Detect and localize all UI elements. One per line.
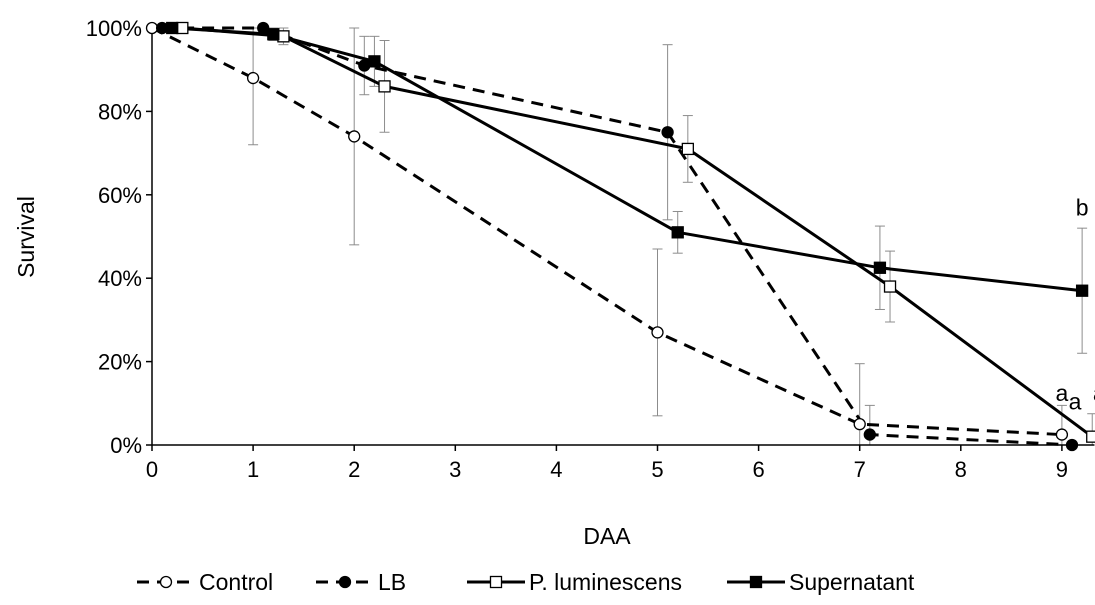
y-tick-label: 40% — [98, 266, 142, 291]
y-tick-label: 80% — [98, 99, 142, 124]
legend-label-supernatant: Supernatant — [789, 569, 915, 595]
supernatant-point — [1075, 284, 1089, 297]
control-point — [348, 130, 361, 143]
supernatant-point — [368, 55, 381, 68]
x-tick-label: 7 — [854, 457, 866, 482]
control-point — [853, 417, 866, 431]
legend-label-p-luminescens: P. luminescens — [529, 569, 682, 595]
y-tick-label: 20% — [98, 350, 142, 375]
x-tick-label: 6 — [752, 457, 764, 482]
legend-marker-lb — [338, 575, 352, 589]
series-markers — [145, 21, 1095, 452]
y-axis-title: Survival — [13, 196, 39, 278]
x-tick-label: 0 — [146, 457, 158, 482]
significance-letter: b — [1076, 195, 1089, 221]
p-luminescens-line — [182, 26, 1094, 438]
lb-point — [257, 21, 270, 35]
control-point — [246, 71, 260, 85]
x-tick-label: 9 — [1056, 457, 1068, 482]
significance-letter: a — [1093, 380, 1095, 406]
control-point — [1055, 428, 1069, 441]
x-tick-label: 2 — [348, 457, 360, 482]
p-luminescens-point — [681, 142, 694, 156]
error-bars — [248, 27, 1095, 446]
supernatant-point — [267, 28, 280, 41]
lb-point — [863, 428, 876, 441]
supernatant-point — [873, 261, 887, 274]
control-line — [151, 26, 1062, 437]
supernatant-point — [166, 21, 179, 35]
control-point — [651, 326, 664, 339]
significance-annotations: b aaa — [1056, 195, 1095, 415]
x-tick-label: 1 — [247, 457, 259, 482]
lb-point — [1065, 438, 1079, 452]
significance-letter: a — [1069, 389, 1082, 415]
series-lines — [151, 26, 1094, 447]
legend-marker-supernatant — [749, 575, 763, 589]
axes: 0% 20% 40% 60% 80% 100% 0 1 2 3 4 5 6 7 8 9 — [86, 16, 1095, 482]
x-tick-label: 5 — [651, 457, 663, 482]
legend-label-lb: LB — [378, 569, 406, 595]
lb-point — [661, 126, 674, 139]
p-luminescens-point — [378, 80, 391, 93]
p-luminescens-point — [1086, 430, 1095, 443]
legend-marker-p-luminescens — [489, 575, 503, 589]
x-tick-label: 4 — [550, 457, 562, 482]
p-luminescens-point — [277, 30, 290, 43]
significance-letter: a — [1056, 380, 1069, 406]
y-tick-label: 60% — [98, 183, 142, 208]
x-axis-title: DAA — [583, 523, 631, 549]
control-point — [145, 21, 159, 35]
lb-line — [162, 26, 1073, 447]
legend-marker-control — [159, 575, 173, 589]
p-luminescens-point — [176, 21, 189, 35]
supernatant-point — [671, 226, 684, 239]
x-tick-label: 8 — [955, 457, 967, 482]
lb-point — [155, 21, 169, 35]
p-luminescens-point — [883, 280, 897, 293]
y-tick-label: 0% — [110, 433, 142, 458]
legend: Control LB P. luminescens Supernatant — [137, 569, 915, 595]
supernatant-line — [172, 26, 1083, 293]
legend-label-control: Control — [199, 569, 273, 595]
lb-point — [358, 59, 371, 72]
x-tick-label: 3 — [449, 457, 461, 482]
y-tick-label: 100% — [86, 16, 142, 41]
